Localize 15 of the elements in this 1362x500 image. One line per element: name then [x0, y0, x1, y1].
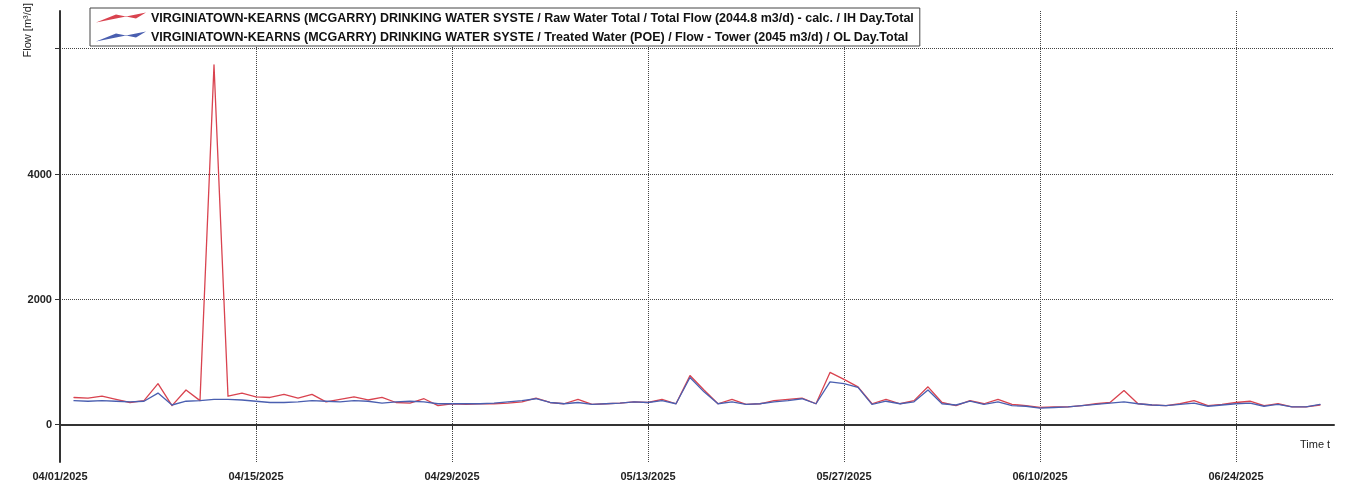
y-tick-label: 4000	[27, 167, 52, 180]
x-tick-label: 05/27/2025	[816, 469, 872, 482]
x-tick-label: 05/13/2025	[620, 469, 676, 482]
x-tick-label: 04/01/2025	[32, 469, 88, 482]
x-axis-title: Time t	[1300, 437, 1331, 450]
y-tick-label: 2000	[27, 293, 52, 306]
x-tick-label: 06/10/2025	[1012, 469, 1068, 482]
y-axis-title: Flow [m³/d]	[20, 3, 33, 58]
x-tick-label: 06/24/2025	[1208, 469, 1264, 482]
y-tick-label: 0	[45, 418, 52, 431]
x-tick-label: 04/29/2025	[424, 469, 480, 482]
x-tick-label: 04/15/2025	[228, 469, 284, 482]
line-series	[73, 376, 1321, 409]
legend-label: VIRGINIATOWN-KEARNS (MCGARRY) DRINKING WATER SYSTE / Raw Water Total / Total Flow (2044.8 m3/d) - calc. / IH Day.Total	[151, 10, 914, 25]
legend-label: VIRGINIATOWN-KEARNS (MCGARRY) DRINKING WATER SYSTE / Treated Water (POE) / Flow - Tower (2045 m3/d) / OL Day.Total	[151, 29, 909, 44]
